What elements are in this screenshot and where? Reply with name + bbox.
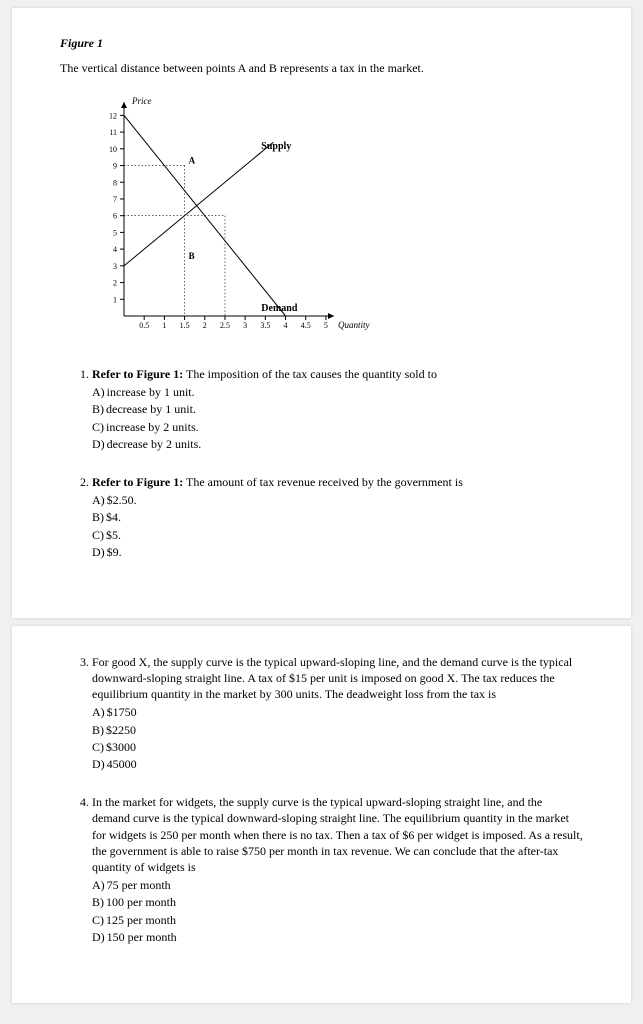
svg-text:B: B: [189, 251, 195, 261]
svg-text:1.5: 1.5: [180, 321, 190, 330]
svg-text:3: 3: [113, 262, 117, 271]
svg-text:10: 10: [109, 145, 117, 154]
page-2: For good X, the supply curve is the typi…: [12, 626, 631, 1003]
question-1: Refer to Figure 1: The imposition of the…: [92, 366, 583, 452]
q1-options: A)increase by 1 unit. B)decrease by 1 un…: [92, 384, 583, 452]
svg-text:7: 7: [113, 195, 117, 204]
svg-text:4.5: 4.5: [301, 321, 311, 330]
svg-text:5: 5: [324, 321, 328, 330]
q1-stem: The imposition of the tax causes the qua…: [183, 367, 437, 381]
svg-text:Demand: Demand: [261, 303, 298, 314]
q3-opt-b: B)$2250: [92, 722, 583, 738]
q2-options: A)$2.50. B)$4. C)$5. D)$9.: [92, 492, 583, 560]
q3-opt-c: C)$3000: [92, 739, 583, 755]
q4-opt-c: C)125 per month: [92, 912, 583, 928]
document-viewport: Figure 1 The vertical distance between p…: [0, 8, 643, 1003]
q2-opt-d: D)$9.: [92, 544, 583, 560]
question-list-page1: Refer to Figure 1: The imposition of the…: [60, 366, 583, 560]
q1-ref: Refer to Figure 1:: [92, 367, 183, 381]
svg-text:0.5: 0.5: [139, 321, 149, 330]
svg-text:5: 5: [113, 228, 117, 237]
svg-text:12: 12: [109, 111, 117, 120]
q1-opt-d: D)decrease by 2 units.: [92, 436, 583, 452]
question-4: In the market for widgets, the supply cu…: [92, 794, 583, 945]
svg-text:4: 4: [113, 245, 117, 254]
q2-ref: Refer to Figure 1:: [92, 475, 183, 489]
svg-text:2: 2: [203, 321, 207, 330]
page-1: Figure 1 The vertical distance between p…: [12, 8, 631, 618]
q4-opt-d: D)150 per month: [92, 929, 583, 945]
q3-stem: For good X, the supply curve is the typi…: [92, 655, 572, 701]
q1-opt-a: A)increase by 1 unit.: [92, 384, 583, 400]
svg-text:2.5: 2.5: [220, 321, 230, 330]
q3-options: A)$1750 B)$2250 C)$3000 D)45000: [92, 704, 583, 772]
svg-text:1: 1: [162, 321, 166, 330]
svg-text:4: 4: [284, 321, 288, 330]
svg-text:Price: Price: [131, 96, 152, 106]
figure-number: Figure 1: [60, 36, 583, 51]
q2-opt-b: B)$4.: [92, 509, 583, 525]
svg-text:3.5: 3.5: [260, 321, 270, 330]
q4-opt-b: B)100 per month: [92, 894, 583, 910]
svg-text:1: 1: [113, 295, 117, 304]
q4-opt-a: A)75 per month: [92, 877, 583, 893]
svg-text:Quantity: Quantity: [338, 320, 370, 330]
question-2: Refer to Figure 1: The amount of tax rev…: [92, 474, 583, 560]
q2-stem: The amount of tax revenue received by th…: [183, 475, 463, 489]
svg-text:11: 11: [109, 128, 117, 137]
q2-opt-c: C)$5.: [92, 527, 583, 543]
svg-text:3: 3: [243, 321, 247, 330]
q1-opt-b: B)decrease by 1 unit.: [92, 401, 583, 417]
figure-chart: 1234567891011120.511.522.533.544.55Price…: [90, 88, 583, 342]
q4-stem: In the market for widgets, the supply cu…: [92, 795, 583, 874]
svg-text:2: 2: [113, 279, 117, 288]
svg-text:6: 6: [113, 212, 117, 221]
q1-opt-c: C)increase by 2 units.: [92, 419, 583, 435]
figure-caption: The vertical distance between points A a…: [60, 61, 583, 76]
q4-options: A)75 per month B)100 per month C)125 per…: [92, 877, 583, 945]
svg-text:Supply: Supply: [261, 141, 291, 152]
question-3: For good X, the supply curve is the typi…: [92, 654, 583, 772]
q3-opt-d: D)45000: [92, 756, 583, 772]
svg-text:8: 8: [113, 178, 117, 187]
q2-opt-a: A)$2.50.: [92, 492, 583, 508]
q3-opt-a: A)$1750: [92, 704, 583, 720]
svg-text:A: A: [189, 156, 196, 166]
question-list-page2: For good X, the supply curve is the typi…: [60, 654, 583, 945]
chart-svg: 1234567891011120.511.522.533.544.55Price…: [90, 88, 390, 338]
svg-text:9: 9: [113, 162, 117, 171]
